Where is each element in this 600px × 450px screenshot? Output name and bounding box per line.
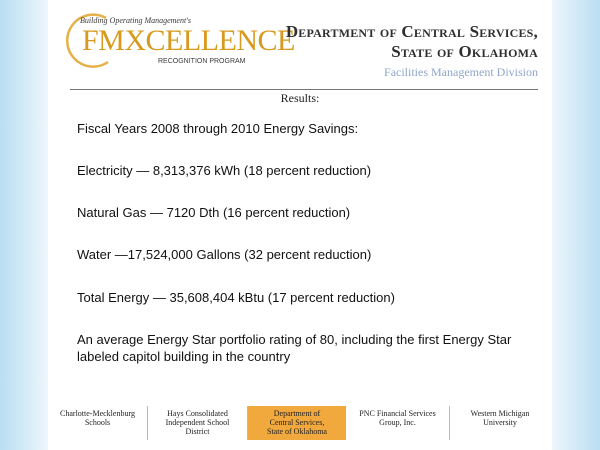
org-line: Western Michigan: [470, 409, 530, 418]
energy-star-rating: An average Energy Star portfolio rating …: [77, 332, 512, 364]
org-line: PNC Financial Services: [359, 409, 436, 418]
logo-top-text: Building Operating Management's: [80, 16, 192, 25]
section-title: Results:: [280, 91, 320, 105]
org-line: Department of: [273, 409, 321, 418]
org-line: District: [185, 427, 210, 436]
org-line: Charlotte-Mecklenburg: [60, 409, 135, 418]
fmxcellence-logo: Building Operating Management's FMXCELLE…: [58, 6, 295, 76]
org-western-michigan: Western Michigan University: [450, 406, 550, 440]
org-line: Independent School: [165, 418, 230, 427]
org-dept-central-services: Department of Central Services, State of…: [248, 406, 346, 440]
slide: Building Operating Management's FMXCELLE…: [48, 0, 552, 450]
electricity-savings: Electricity — 8,313,376 kWh (18 percent …: [77, 163, 372, 178]
division-name: Facilities Management Division: [384, 65, 538, 79]
logo-sub-text: RECOGNITION PROGRAM: [158, 58, 246, 65]
logo-main-text: FMXCELLENCE: [82, 24, 295, 57]
water-savings: Water —17,524,000 Gallons (32 percent re…: [77, 247, 372, 262]
natural-gas-savings: Natural Gas — 7120 Dth (16 percent reduc…: [77, 205, 351, 220]
org-line: University: [483, 418, 517, 427]
department-header: Department of Central Services, State of…: [286, 22, 538, 81]
org-line: Hays Consolidated: [167, 409, 228, 418]
org-line: Central Services,: [269, 418, 325, 427]
org-line: Group, Inc.: [379, 418, 416, 427]
logo-arc-icon: [65, 13, 109, 68]
department-name-line2: State of Oklahoma: [391, 42, 538, 61]
total-energy-savings: Total Energy — 35,608,404 kBtu (17 perce…: [77, 290, 395, 305]
org-line: State of Oklahoma: [267, 427, 327, 436]
header-divider: [70, 89, 538, 90]
department-name-line1: Department of Central Services,: [285, 22, 538, 41]
org-line: Schools: [84, 418, 111, 427]
intro-text: Fiscal Years 2008 through 2010 Energy Sa…: [77, 121, 359, 136]
org-pnc-financial: PNC Financial Services Group, Inc.: [346, 406, 450, 440]
org-hays-consolidated: Hays Consolidated Independent School Dis…: [148, 406, 248, 440]
footer-organizations: Charlotte-Mecklenburg Schools Hays Conso…: [48, 406, 552, 440]
org-charlotte-mecklenburg: Charlotte-Mecklenburg Schools: [48, 406, 148, 440]
